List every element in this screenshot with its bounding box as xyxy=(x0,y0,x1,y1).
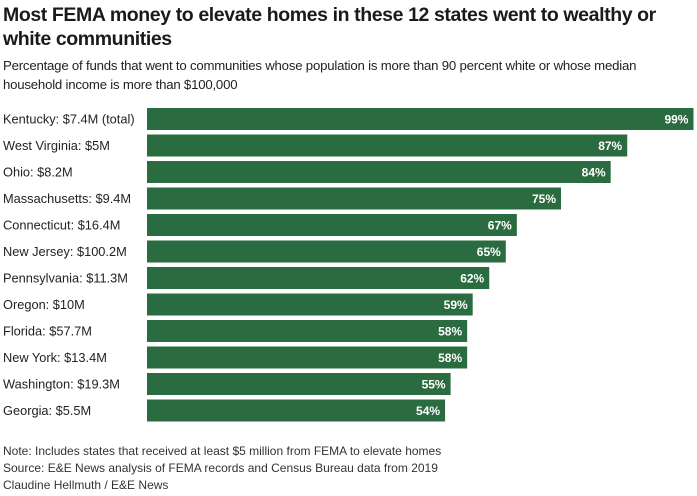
bar xyxy=(147,240,506,263)
value-label: 62% xyxy=(460,272,484,286)
bar xyxy=(147,346,468,369)
category-label: New York: $13.4M xyxy=(3,350,107,365)
value-label: 54% xyxy=(416,404,440,418)
bar xyxy=(147,293,473,316)
category-label: Massachusetts: $9.4M xyxy=(3,191,131,206)
value-label: 58% xyxy=(438,325,462,339)
bar xyxy=(147,373,451,395)
value-label: 67% xyxy=(488,219,512,233)
chart-title: Most FEMA money to elevate homes in thes… xyxy=(3,4,656,50)
value-label: 65% xyxy=(477,245,501,259)
bar xyxy=(147,134,628,157)
value-label: 87% xyxy=(598,139,622,153)
value-label: 99% xyxy=(664,113,688,127)
category-label: Washington: $19.3M xyxy=(3,377,120,392)
bar xyxy=(147,267,490,289)
category-label: Oregon: $10M xyxy=(3,297,85,312)
chart-subtitle: Percentage of funds that went to communi… xyxy=(3,58,637,92)
category-label: New Jersey: $100.2M xyxy=(3,244,127,259)
bar xyxy=(147,320,468,342)
credit-text: Claudine Hellmuth / E&E News xyxy=(3,478,169,492)
category-label: Ohio: $8.2M xyxy=(3,165,73,180)
value-label: 59% xyxy=(444,298,468,312)
value-label: 84% xyxy=(582,166,606,180)
bar xyxy=(147,187,561,210)
category-label: Connecticut: $16.4M xyxy=(3,218,120,233)
source-text: Source: E&E News analysis of FEMA record… xyxy=(3,461,438,475)
bar xyxy=(147,108,694,130)
bar xyxy=(147,161,611,183)
category-label: Pennsylvania: $11.3M xyxy=(3,271,128,286)
category-label: West Virginia: $5M xyxy=(3,138,110,153)
chart-notes: Note: Includes states that received at l… xyxy=(3,443,441,494)
value-label: 58% xyxy=(438,351,462,365)
bar xyxy=(147,214,517,236)
category-label: Florida: $57.7M xyxy=(3,324,92,339)
category-label: Kentucky: $7.4M (total) xyxy=(3,112,135,127)
bar xyxy=(147,399,446,422)
category-label: Georgia: $5.5M xyxy=(3,403,91,418)
value-label: 55% xyxy=(422,378,446,392)
note-text: Note: Includes states that received at l… xyxy=(3,444,442,458)
value-label: 75% xyxy=(532,192,556,206)
